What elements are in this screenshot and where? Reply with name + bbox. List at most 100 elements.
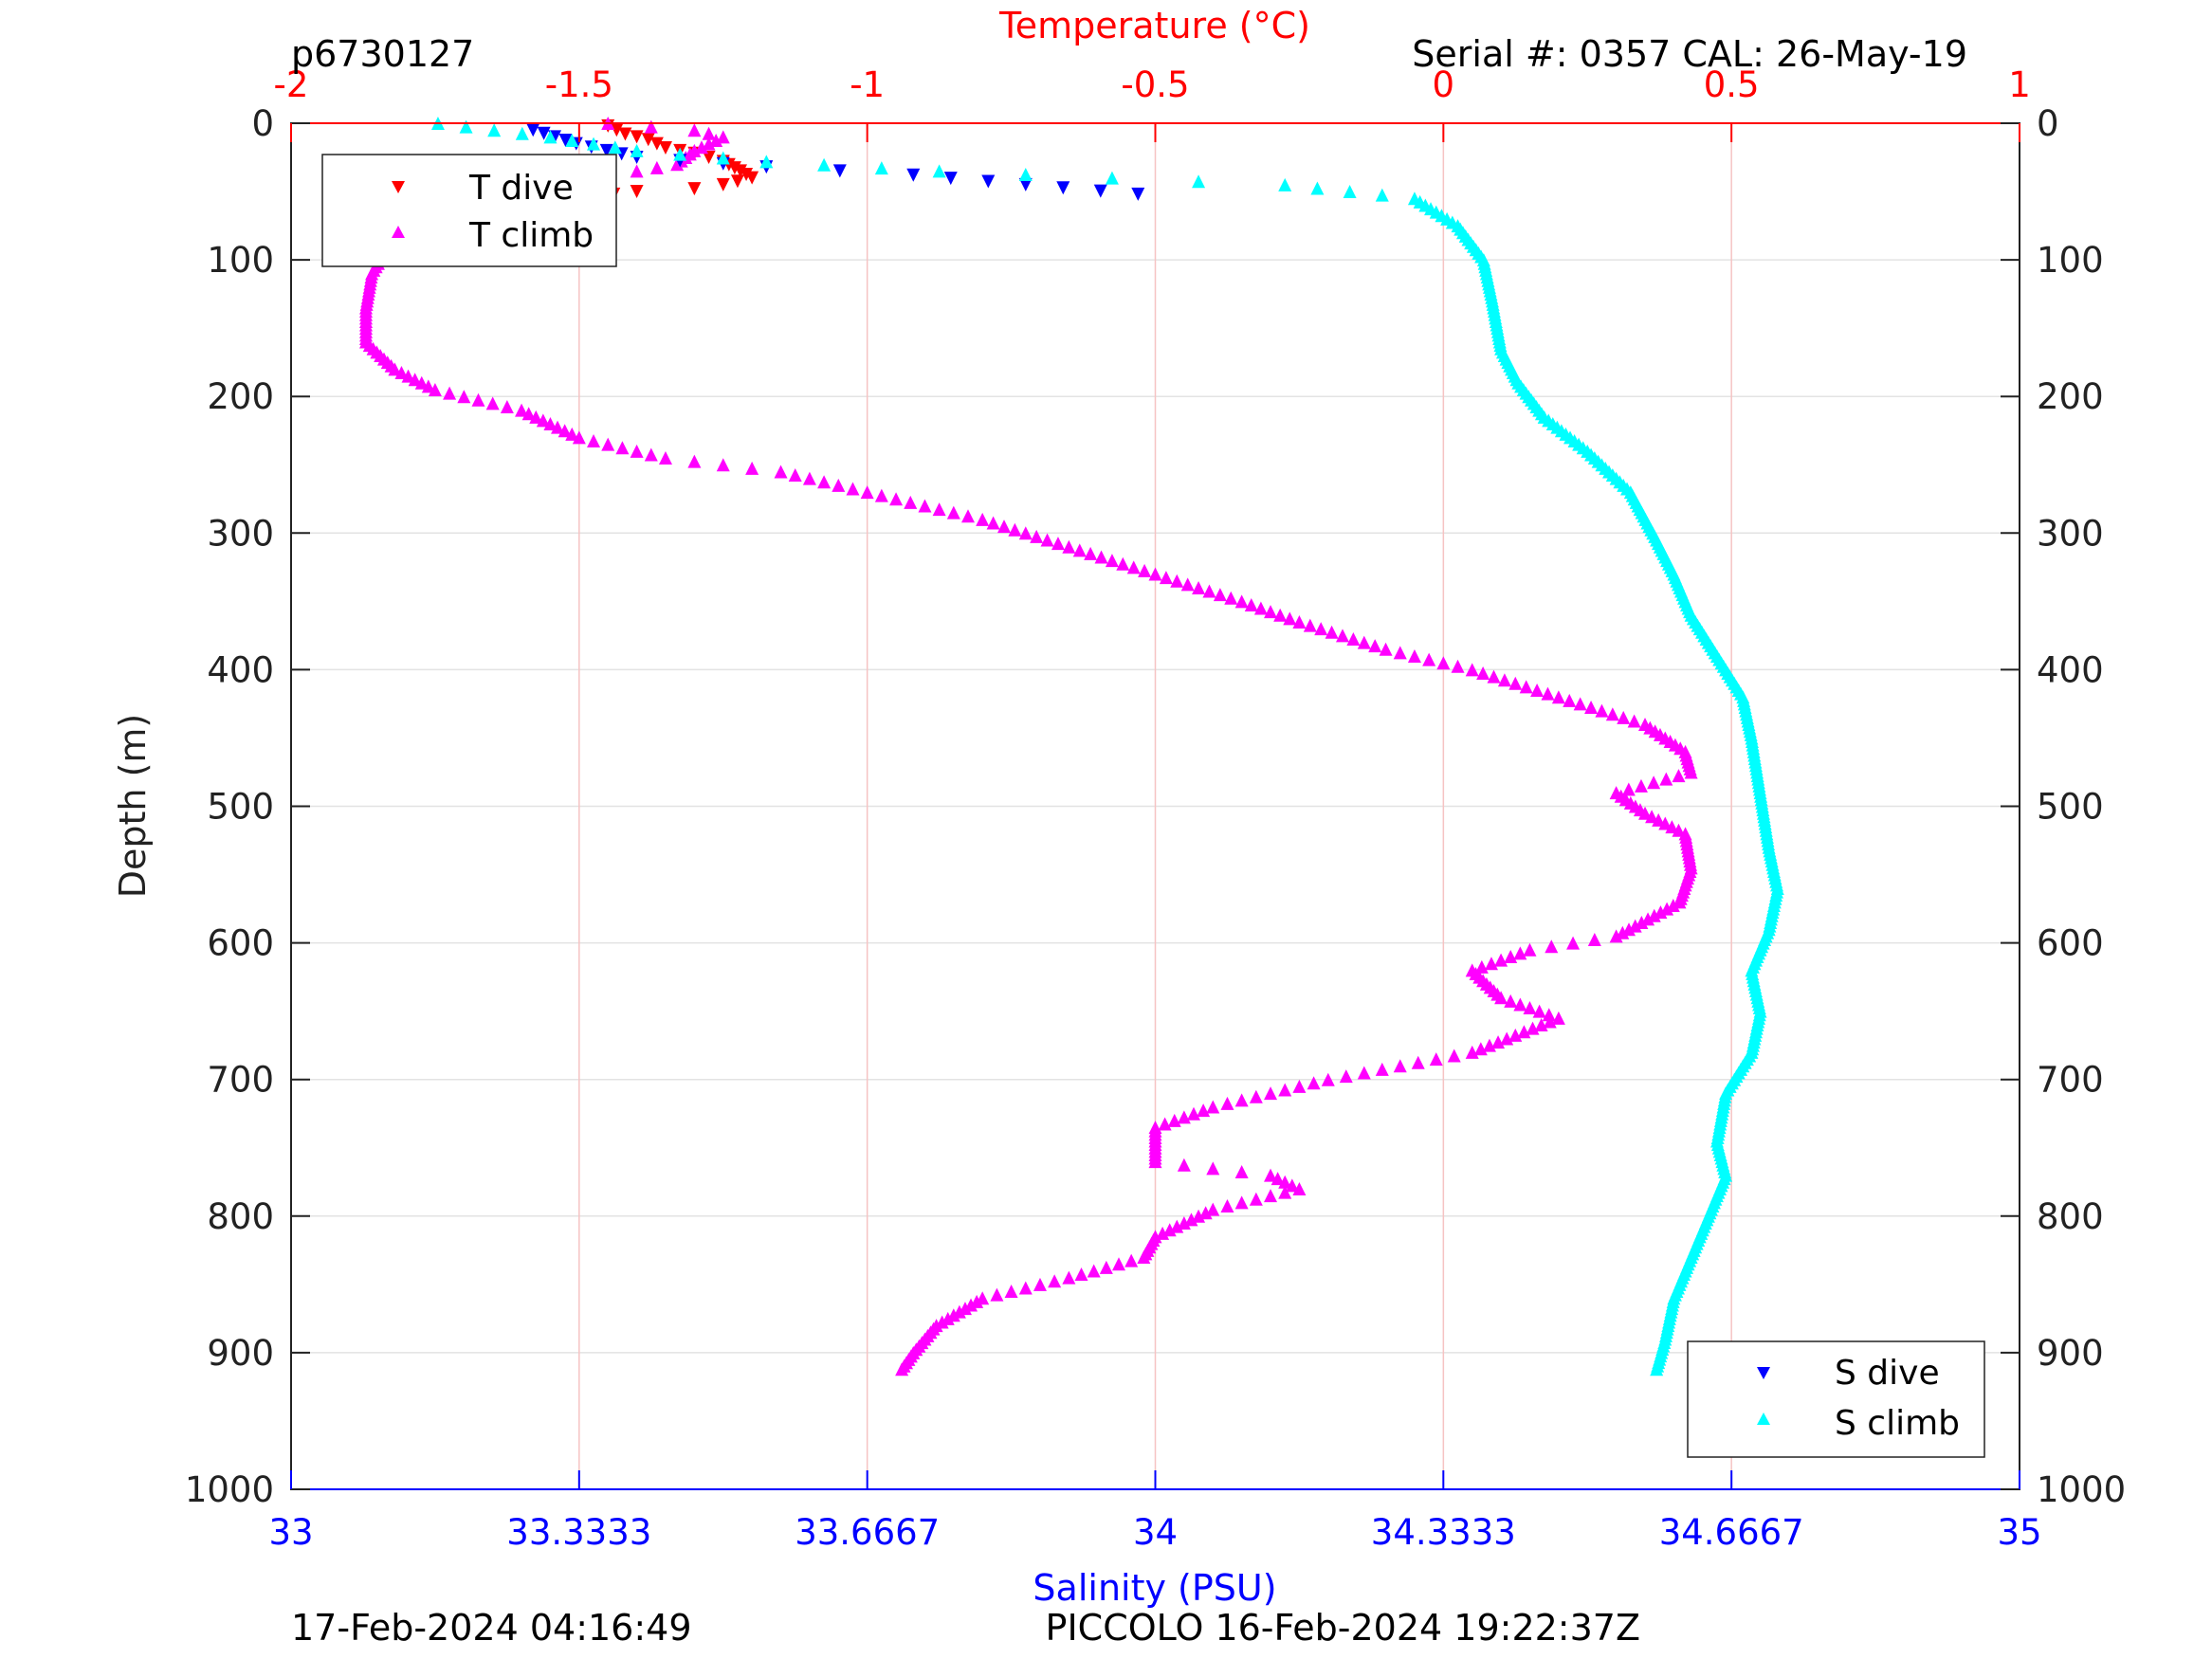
data-point (1429, 1052, 1443, 1066)
data-point (1156, 1226, 1170, 1240)
data-point (1517, 1025, 1531, 1039)
legend-salinity-box (1687, 1340, 1985, 1458)
data-point (1339, 1069, 1353, 1084)
data-point (1551, 690, 1565, 704)
data-point (1138, 563, 1152, 577)
data-point (644, 447, 658, 462)
data-point (1605, 707, 1619, 721)
data-point (649, 160, 664, 174)
data-point (1177, 1158, 1191, 1172)
data-point (394, 365, 409, 379)
depth-tick-label-left: 400 (207, 649, 274, 690)
axis-ticks: 0 0 100 100 200 200 300 300 400 400 500 500 600 600 70… (185, 64, 2126, 1553)
data-point (1283, 611, 1297, 626)
data-point (1650, 1362, 1664, 1376)
data-point (587, 434, 601, 448)
data-point (543, 417, 558, 431)
data-point (1523, 1001, 1537, 1015)
data-point (428, 382, 442, 396)
data-point (1513, 997, 1527, 1012)
data-point (1180, 577, 1195, 592)
data-point (1474, 959, 1489, 974)
data-point (1672, 769, 1686, 783)
data-point (1541, 686, 1555, 701)
data-point (658, 140, 672, 155)
data-point (817, 157, 832, 172)
data-point (1595, 703, 1609, 718)
legend-temperature: T dive T climb (321, 154, 617, 267)
depth-axis-title: Depth (m) (112, 714, 154, 899)
data-point (730, 174, 744, 189)
data-point (817, 475, 832, 489)
data-point (874, 488, 888, 502)
legend-s-climb-label: S climb (1835, 1404, 1960, 1443)
data-point (408, 373, 422, 387)
data-point (702, 137, 716, 151)
data-point (990, 1287, 1004, 1302)
data-point (1314, 622, 1328, 636)
data-point (1526, 1021, 1540, 1035)
data-point (1465, 663, 1479, 677)
data-point (1148, 567, 1162, 581)
data-point (459, 119, 473, 134)
data-point (1084, 546, 1098, 560)
data-point (1048, 1274, 1062, 1288)
data-point (1264, 1189, 1278, 1203)
data-point (630, 164, 644, 178)
data-point (1105, 171, 1119, 185)
data-point (716, 177, 730, 191)
data-point (1368, 639, 1382, 653)
data-point (1278, 1175, 1292, 1189)
data-point (670, 157, 685, 172)
data-point (1234, 1093, 1249, 1107)
data-point (1192, 174, 1206, 189)
data-point (1627, 714, 1641, 728)
depth-tick-label-left: 600 (207, 923, 274, 964)
data-point (1375, 1062, 1389, 1076)
data-point (904, 495, 918, 509)
data-point (860, 485, 874, 500)
data-point (658, 451, 672, 465)
depth-tick-label-right: 1000 (2037, 1469, 2126, 1510)
data-point (641, 133, 655, 147)
temperature-axis-title: Temperature (°C) (998, 5, 1310, 46)
data-point (874, 161, 888, 175)
data-point (649, 137, 664, 151)
data-point (1234, 1195, 1249, 1210)
data-point (1198, 1206, 1213, 1220)
data-point (599, 143, 613, 157)
salinity-tick-label: 35 (1997, 1512, 2041, 1553)
legend-salinity: S dive S climb (1687, 1340, 1985, 1458)
data-point (1310, 181, 1325, 195)
data-point (1542, 1008, 1556, 1022)
data-point (1307, 1076, 1321, 1090)
data-point (558, 424, 572, 438)
depth-tick-label-right: 0 (2037, 103, 2059, 144)
data-markers (358, 117, 1784, 1376)
data-point (1665, 820, 1679, 834)
data-point (1170, 574, 1184, 588)
data-point (1292, 1181, 1307, 1195)
data-point (457, 390, 471, 404)
data-point (1167, 1113, 1181, 1127)
data-point (702, 151, 716, 165)
depth-tick-label-left: 900 (207, 1333, 274, 1374)
data-point (421, 379, 435, 393)
data-point (1482, 1038, 1496, 1052)
data-point (1056, 181, 1070, 195)
data-point (1621, 782, 1636, 796)
data-point (1652, 812, 1666, 827)
data-point (1177, 1110, 1191, 1124)
data-point (618, 127, 632, 141)
data-point (1335, 629, 1349, 643)
data-point (1099, 1260, 1113, 1274)
depth-tick-label-left: 700 (207, 1060, 274, 1101)
data-point (740, 168, 754, 182)
data-point (1170, 1219, 1184, 1233)
temperature-tick-label: 0 (1433, 64, 1455, 105)
depth-tick-label-right: 600 (2037, 923, 2104, 964)
data-point (1033, 1277, 1047, 1291)
data-point (716, 151, 730, 165)
data-point (733, 164, 747, 178)
data-point (1530, 684, 1545, 698)
